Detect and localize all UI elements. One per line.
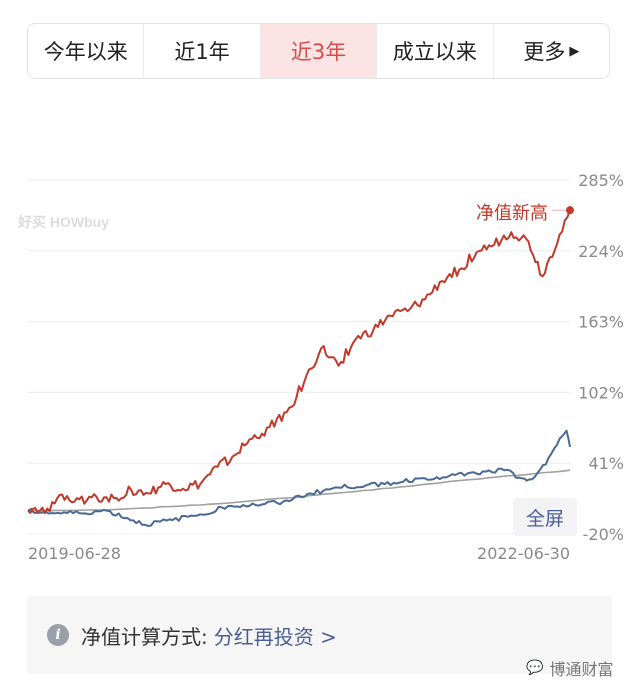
time-range-tabs: 今年以来 近1年 近3年 成立以来 更多 ▶ — [27, 23, 610, 79]
x-axis-labels: 2019-06-28 2022-06-30 — [28, 544, 570, 563]
fund-line — [27, 209, 571, 515]
fullscreen-button[interactable]: 全屏 — [513, 498, 577, 536]
tab-label: 成立以来 — [392, 40, 477, 64]
tab-1[interactable]: 近1年 — [144, 24, 261, 78]
wechat-icon: 💬 — [526, 660, 544, 676]
more-arrow-icon: ▶ — [569, 43, 580, 59]
chart-grid — [28, 179, 570, 535]
x-tick-label: 2022-06-30 — [477, 544, 570, 563]
tab-3[interactable]: 成立以来 — [377, 24, 494, 78]
source-watermark: 💬 博通财富 — [526, 656, 613, 680]
y-tick-label: 102% — [578, 383, 624, 402]
index-line — [27, 469, 571, 512]
source-watermark-text: 博通财富 — [549, 660, 614, 679]
x-tick-label: 2019-06-28 — [28, 544, 121, 563]
info-icon: i — [47, 624, 69, 646]
y-tick-label: 41% — [588, 454, 624, 473]
tab-label: 近1年 — [174, 40, 230, 64]
nav-high-marker — [566, 206, 574, 215]
chart-series — [27, 209, 571, 527]
tab-label: 今年以来 — [43, 40, 128, 64]
y-tick-label: 163% — [578, 313, 624, 332]
nav-method-link[interactable]: 分红再投资 > — [213, 624, 337, 649]
nav-chart: 好买 HOWbuy 285% 224% 163% 102% 41% -20% 2019-0… — [17, 171, 624, 563]
chart-logo-watermark: 好买 HOWbuy — [17, 214, 109, 230]
tab-2[interactable]: 近3年 — [260, 24, 378, 78]
y-tick-label: 285% — [578, 171, 624, 190]
nav-method-bar: i 净值计算方式: 分红再投资 > — [27, 596, 612, 674]
tab-label: 近3年 — [290, 40, 347, 64]
nav-high-annotation: 净值新高 — [476, 203, 548, 224]
y-tick-label: 224% — [578, 242, 624, 261]
tab-label: 更多 — [523, 40, 566, 64]
y-axis-labels: 285% 224% 163% 102% 41% -20% — [578, 171, 624, 544]
y-tick-label: -20% — [583, 525, 624, 544]
benchmark-line — [27, 429, 571, 527]
tab-4[interactable]: 更多 ▶ — [494, 24, 609, 78]
tab-0[interactable]: 今年以来 — [28, 24, 145, 78]
nav-method-label: 净值计算方式: — [81, 624, 208, 649]
